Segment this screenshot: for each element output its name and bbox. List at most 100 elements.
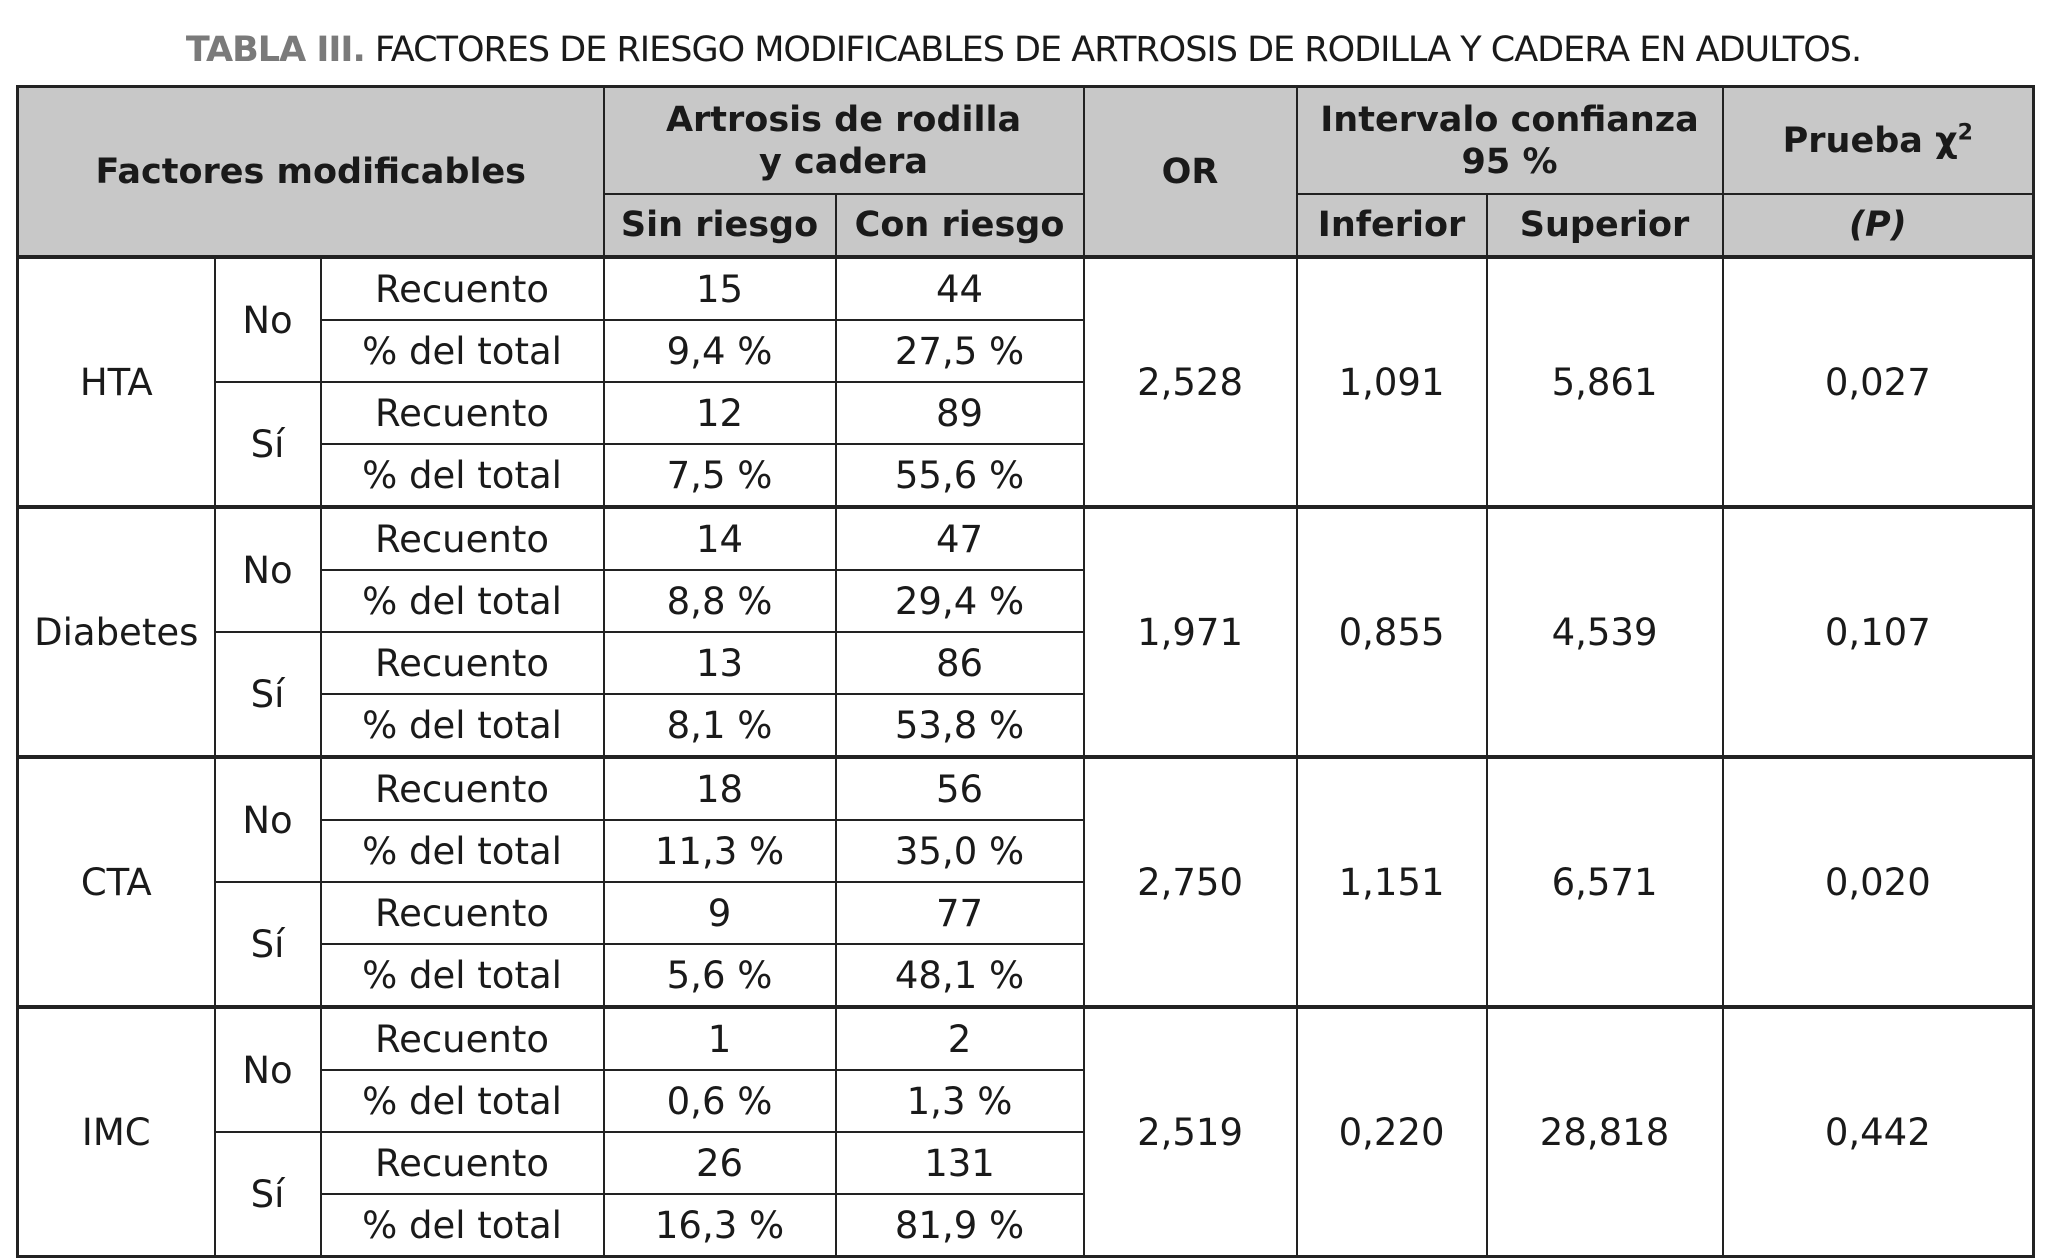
sin-riesgo-value: 15 bbox=[602, 256, 837, 321]
con-riesgo-value: 53,8 % bbox=[834, 693, 1085, 758]
con-riesgo-value: 44 bbox=[834, 256, 1085, 321]
con-riesgo-value: 55,6 % bbox=[834, 443, 1085, 508]
or-value: 2,528 bbox=[1082, 256, 1298, 508]
table-row: % del total 8,1 % 53,8 % bbox=[18, 693, 2034, 758]
exposure-label: Sí bbox=[213, 881, 322, 1008]
ci-upper-value: 6,571 bbox=[1485, 756, 1724, 1008]
table-row: % del total 7,5 % 55,6 % bbox=[18, 443, 2034, 508]
measure-label: Recuento bbox=[319, 631, 605, 695]
con-riesgo-value: 47 bbox=[834, 506, 1085, 571]
or-value: 2,750 bbox=[1082, 756, 1298, 1008]
table-row: % del total 11,3 % 35,0 % bbox=[18, 819, 2034, 883]
p-value: 0,107 bbox=[1721, 506, 2035, 758]
table-title: TABLA III. FACTORES DE RIESGO MODIFICABL… bbox=[0, 30, 2047, 70]
table-row: Sí Recuento 26 131 bbox=[18, 1131, 2034, 1258]
exposure-label: Sí bbox=[213, 1131, 322, 1258]
table-row: % del total 5,6 % 48,1 % bbox=[18, 943, 2034, 1008]
sin-riesgo-value: 18 bbox=[602, 756, 837, 821]
header-sin-riesgo: Sin riesgo bbox=[602, 193, 837, 258]
table-row: IMC No Recuento 1 2 2,519 0,220 28,818 0,442 bbox=[16, 1006, 2035, 1258]
header-p: (P) bbox=[1721, 193, 2035, 258]
p-value: 0,020 bbox=[1721, 756, 2035, 1008]
sin-riesgo-value: 13 bbox=[602, 631, 837, 695]
con-riesgo-value: 131 bbox=[834, 1131, 1085, 1195]
measure-label: Recuento bbox=[319, 1006, 605, 1071]
con-riesgo-value: 77 bbox=[834, 881, 1085, 945]
header-or: OR bbox=[1082, 85, 1298, 258]
con-riesgo-value: 1,3 % bbox=[834, 1069, 1085, 1133]
header-con-riesgo: Con riesgo bbox=[834, 193, 1085, 258]
con-riesgo-value: 56 bbox=[834, 756, 1085, 821]
exposure-label: No bbox=[213, 256, 322, 383]
header-superior: Superior bbox=[1485, 193, 1724, 258]
header-intervalo: Intervalo confianza 95 % bbox=[1295, 85, 1724, 195]
table-row: Sí Recuento 12 89 bbox=[18, 381, 2034, 508]
sin-riesgo-value: 16,3 % bbox=[602, 1193, 837, 1258]
sin-riesgo-value: 7,5 % bbox=[602, 443, 837, 508]
con-riesgo-value: 89 bbox=[834, 381, 1085, 445]
measure-label: Recuento bbox=[319, 256, 605, 321]
or-value: 1,971 bbox=[1082, 506, 1298, 758]
measure-label: % del total bbox=[319, 1069, 605, 1133]
measure-label: Recuento bbox=[319, 756, 605, 821]
table-row: HTA No Recuento 15 44 2,528 1,091 5,861 0,027 bbox=[16, 256, 2035, 508]
table-row: % del total 8,8 % 29,4 % bbox=[18, 569, 2034, 633]
group-hta: HTA No Recuento 15 44 2,528 1,091 5,861 0,027% d… bbox=[16, 256, 2035, 508]
measure-label: % del total bbox=[319, 1193, 605, 1258]
group-cta: CTA No Recuento 18 56 2,750 1,151 6,571 0,020% d… bbox=[16, 756, 2035, 1008]
p-value: 0,027 bbox=[1721, 256, 2035, 508]
ci-lower-value: 1,091 bbox=[1295, 256, 1488, 508]
table-row: % del total 9,4 % 27,5 % bbox=[18, 319, 2034, 383]
exposure-label: No bbox=[213, 756, 322, 883]
con-riesgo-value: 2 bbox=[834, 1006, 1085, 1071]
measure-label: Recuento bbox=[319, 881, 605, 945]
header-prueba: Prueba χ2 bbox=[1721, 85, 2035, 195]
measure-label: % del total bbox=[319, 819, 605, 883]
header-inferior: Inferior bbox=[1295, 193, 1488, 258]
measure-label: % del total bbox=[319, 693, 605, 758]
sin-riesgo-value: 11,3 % bbox=[602, 819, 837, 883]
measure-label: Recuento bbox=[319, 506, 605, 571]
group-imc: IMC No Recuento 1 2 2,519 0,220 28,818 0,442% de… bbox=[16, 1006, 2035, 1258]
measure-label: % del total bbox=[319, 319, 605, 383]
sin-riesgo-value: 12 bbox=[602, 381, 837, 445]
ci-upper-value: 4,539 bbox=[1485, 506, 1724, 758]
sin-riesgo-value: 9 bbox=[602, 881, 837, 945]
exposure-label: Sí bbox=[213, 631, 322, 758]
con-riesgo-value: 35,0 % bbox=[834, 819, 1085, 883]
table-row: Sí Recuento 9 77 bbox=[18, 881, 2034, 1008]
factor-name: IMC bbox=[16, 1006, 216, 1258]
sin-riesgo-value: 5,6 % bbox=[602, 943, 837, 1008]
factor-name: CTA bbox=[16, 756, 216, 1008]
table-row: Diabetes No Recuento 14 47 1,971 0,855 4,539 0,1… bbox=[16, 506, 2035, 758]
table-row: Sí Recuento 13 86 bbox=[18, 631, 2034, 758]
sin-riesgo-value: 0,6 % bbox=[602, 1069, 837, 1133]
sin-riesgo-value: 1 bbox=[602, 1006, 837, 1071]
con-riesgo-value: 81,9 % bbox=[834, 1193, 1085, 1258]
measure-label: Recuento bbox=[319, 381, 605, 445]
sin-riesgo-value: 8,8 % bbox=[602, 569, 837, 633]
con-riesgo-value: 29,4 % bbox=[834, 569, 1085, 633]
measure-label: % del total bbox=[319, 569, 605, 633]
con-riesgo-value: 27,5 % bbox=[834, 319, 1085, 383]
sin-riesgo-value: 9,4 % bbox=[602, 319, 837, 383]
ci-lower-value: 1,151 bbox=[1295, 756, 1488, 1008]
measure-label: % del total bbox=[319, 943, 605, 1008]
p-value: 0,442 bbox=[1721, 1006, 2035, 1258]
table-row: CTA No Recuento 18 56 2,750 1,151 6,571 0,020 bbox=[16, 756, 2035, 1008]
con-riesgo-value: 48,1 % bbox=[834, 943, 1085, 1008]
or-value: 2,519 bbox=[1082, 1006, 1298, 1258]
table-row: % del total 16,3 % 81,9 % bbox=[18, 1193, 2034, 1258]
sin-riesgo-value: 8,1 % bbox=[602, 693, 837, 758]
exposure-label: Sí bbox=[213, 381, 322, 508]
table-row: % del total 0,6 % 1,3 % bbox=[18, 1069, 2034, 1133]
group-diabetes: Diabetes No Recuento 14 47 1,971 0,855 4,539 0,1… bbox=[16, 506, 2035, 758]
table-caption: FACTORES DE RIESGO MODIFICABLES DE ARTRO… bbox=[374, 30, 1862, 70]
factor-name: HTA bbox=[16, 256, 216, 508]
sin-riesgo-value: 14 bbox=[602, 506, 837, 571]
exposure-label: No bbox=[213, 506, 322, 633]
factor-name: Diabetes bbox=[16, 506, 216, 758]
header-artrosis: Artrosis de rodilla y cadera bbox=[602, 85, 1085, 195]
exposure-label: No bbox=[213, 1006, 322, 1133]
ci-upper-value: 5,861 bbox=[1485, 256, 1724, 508]
